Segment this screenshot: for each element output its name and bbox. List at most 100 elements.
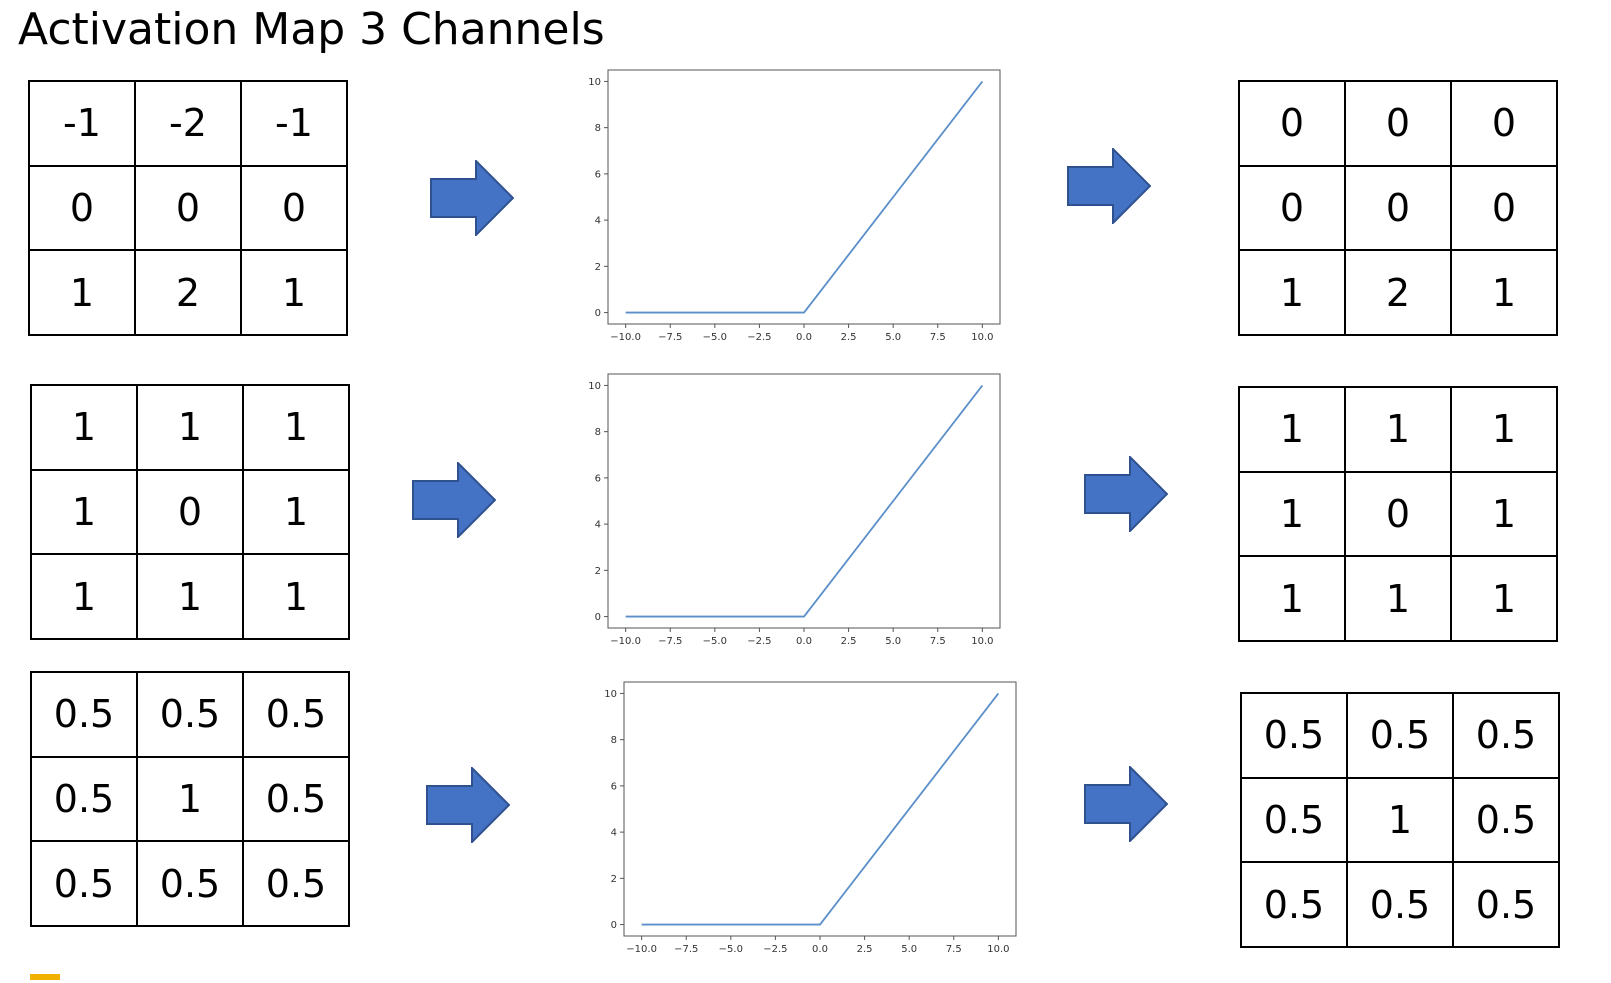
x-tick-label: 5.0	[885, 332, 901, 343]
y-tick-label: 0	[595, 308, 601, 319]
y-tick-label: 10	[588, 77, 601, 88]
relu-line	[625, 80, 984, 314]
y-tick-label: 6	[611, 781, 617, 792]
relu-plot-1: −10.0 −7.5 −5.0 −2.5 0.0 2.5 5.0 7.5 10.0 0 2 4 6 8 10	[588, 69, 1001, 343]
matrix-cell: 0	[136, 468, 244, 556]
matrix-cell: 0.5	[30, 840, 138, 927]
matrix-cell: 1	[1238, 249, 1346, 336]
x-tick-label: 2.5	[841, 636, 857, 647]
matrix-cell: 0.5	[1240, 692, 1348, 779]
matrix-row: 0.5 0.5 0.5	[1240, 861, 1560, 948]
matrix-cell: 0.5	[136, 671, 244, 758]
matrix-cell: 0.5	[136, 840, 244, 927]
x-tick-label: −7.5	[658, 332, 682, 343]
matrix-cell: 1	[1238, 470, 1346, 558]
matrix-cell: 0	[1238, 80, 1346, 167]
matrix-cell: 0.5	[242, 755, 350, 843]
matrix-cell: 2	[134, 249, 242, 336]
matrix-cell: 0.5	[1240, 776, 1348, 864]
output-matrix-3: 0.5 0.5 0.5 0.5 1 0.5 0.5 0.5 0.5	[1240, 692, 1560, 948]
plot-frame	[623, 681, 1017, 937]
y-tick-label: 0	[595, 612, 601, 623]
y-tick-label: 8	[595, 123, 601, 134]
x-tick-label: −10.0	[626, 944, 657, 955]
x-tick-label: −5.0	[703, 332, 727, 343]
matrix-cell: 1	[1450, 249, 1558, 336]
x-tick-label: 0.0	[796, 332, 812, 343]
x-tick-label: 7.5	[930, 332, 946, 343]
matrix-cell: 0.5	[1346, 861, 1454, 948]
matrix-cell: 0	[134, 164, 242, 252]
input-matrix-1: -1 -2 -1 0 0 0 1 2 1	[28, 80, 348, 336]
right-arrow-icon	[430, 160, 514, 236]
x-tick-label: 7.5	[946, 944, 962, 955]
matrix-cell: 1	[30, 468, 138, 556]
x-tick-label: −2.5	[747, 332, 771, 343]
matrix-cell: 1	[242, 553, 350, 640]
matrix-cell: 1	[1238, 386, 1346, 473]
y-tick-label: 10	[604, 689, 617, 700]
x-tick-label: −7.5	[674, 944, 698, 955]
matrix-cell: 1	[1344, 555, 1452, 642]
x-tick-label: −10.0	[610, 332, 641, 343]
matrix-cell: 1	[1344, 386, 1452, 473]
y-tick-label: 10	[588, 381, 601, 392]
matrix-cell: -1	[240, 80, 348, 167]
matrix-cell: 1	[1450, 470, 1558, 558]
matrix-cell: 0	[1344, 164, 1452, 252]
relu-line	[625, 384, 984, 618]
x-tick-label: 7.5	[930, 636, 946, 647]
right-arrow-icon	[1084, 456, 1168, 532]
matrix-cell: 1	[1450, 386, 1558, 473]
relu-plot-3: −10.0 −7.5 −5.0 −2.5 0.0 2.5 5.0 7.5 10.0 0 2 4 6 8 10	[604, 681, 1017, 955]
right-arrow-icon	[1067, 148, 1151, 224]
input-matrix-3: 0.5 0.5 0.5 0.5 1 0.5 0.5 0.5 0.5	[30, 671, 350, 927]
matrix-cell: 1	[30, 553, 138, 640]
y-tick-label: 6	[595, 169, 601, 180]
x-tick-label: 0.0	[812, 944, 828, 955]
matrix-cell: -1	[28, 80, 136, 167]
matrix-cell: 0.5	[1346, 692, 1454, 779]
matrix-cell: 1	[136, 553, 244, 640]
plot-frame	[607, 69, 1001, 325]
matrix-row: 0.5 0.5 0.5	[1240, 692, 1560, 779]
right-arrow-icon	[1084, 766, 1168, 842]
matrix-cell: 0.5	[30, 755, 138, 843]
matrix-cell: 0.5	[242, 671, 350, 758]
x-tick-label: −5.0	[719, 944, 743, 955]
x-tick-label: −5.0	[703, 636, 727, 647]
matrix-row: 0.5 1 0.5	[30, 755, 350, 843]
matrix-cell: 0	[1238, 164, 1346, 252]
matrix-cell: 0.5	[30, 671, 138, 758]
page-title: Activation Map 3 Channels	[18, 4, 605, 55]
y-tick-label: 2	[595, 262, 601, 273]
matrix-cell: 1	[1450, 555, 1558, 642]
matrix-row: 0.5 1 0.5	[1240, 776, 1560, 864]
x-tick-label: 5.0	[901, 944, 917, 955]
decorative-mark	[30, 974, 60, 980]
matrix-cell: 1	[28, 249, 136, 336]
x-tick-label: 10.0	[971, 332, 993, 343]
matrix-row: 0.5 0.5 0.5	[30, 671, 350, 758]
x-tick-label: 2.5	[857, 944, 873, 955]
matrix-cell: 0	[1344, 470, 1452, 558]
matrix-cell: 1	[1238, 555, 1346, 642]
relu-line	[641, 692, 1000, 926]
y-tick-label: 4	[595, 520, 601, 531]
x-tick-label: 0.0	[796, 636, 812, 647]
matrix-row: 0.5 0.5 0.5	[30, 840, 350, 927]
relu-plot-2: −10.0 −7.5 −5.0 −2.5 0.0 2.5 5.0 7.5 10.0 0 2 4 6 8 10	[588, 373, 1001, 647]
x-tick-label: 10.0	[987, 944, 1009, 955]
